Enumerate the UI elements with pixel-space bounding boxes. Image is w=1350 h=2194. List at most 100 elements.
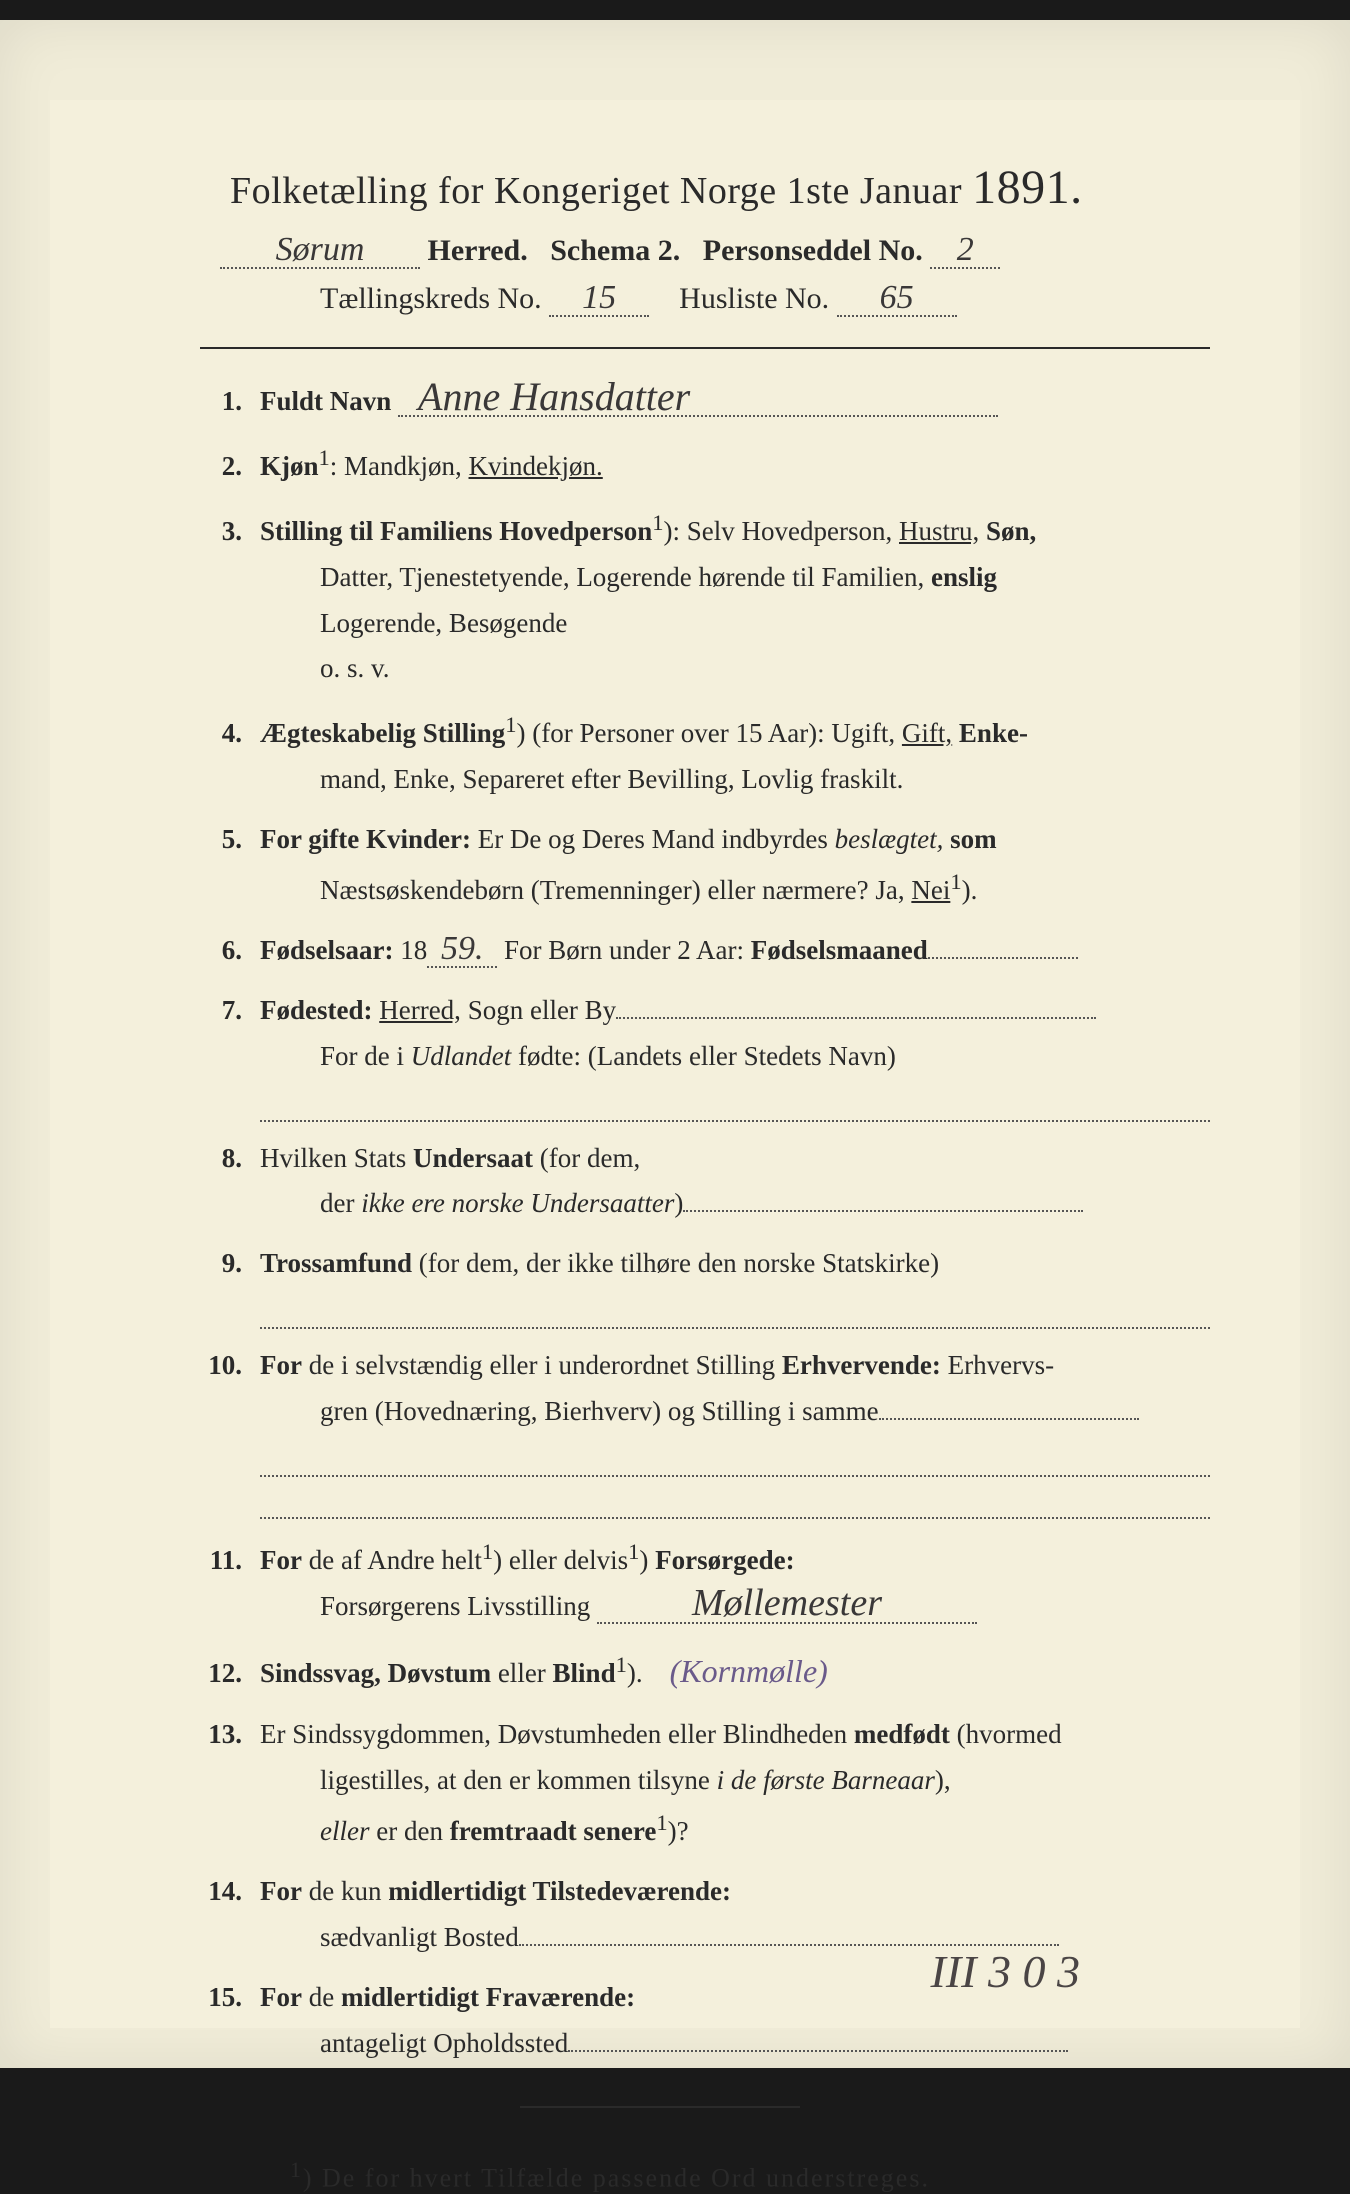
field-5: 5. For gifte Kvinder: Er De og Deres Man… bbox=[200, 817, 1210, 914]
dotted-line bbox=[260, 1301, 1210, 1329]
a2: fødte: (Landets eller Stedets Navn) bbox=[511, 1041, 896, 1071]
s3: 1 bbox=[656, 1810, 667, 1835]
l2: For de i bbox=[320, 1041, 411, 1071]
field-num: 1. bbox=[200, 379, 260, 425]
kreds-label: Tællingskreds No. bbox=[320, 282, 542, 315]
fill bbox=[568, 2050, 1068, 2052]
b2: Fødselsmaaned bbox=[751, 935, 928, 965]
l2: antageligt Opholdssted bbox=[320, 2028, 568, 2058]
subheader-line-1: Sørum Herred. Schema 2. Personseddel No.… bbox=[220, 233, 1210, 269]
label: Stilling til Familiens Hovedperson bbox=[260, 516, 652, 546]
field-content: Sindssvag, Døvstum eller Blind1). (Kornm… bbox=[260, 1644, 1210, 1698]
prefix: 18 bbox=[393, 935, 427, 965]
t1: ): Selv Hovedperson, bbox=[664, 516, 899, 546]
label: Sindssvag, Døvstum bbox=[260, 1658, 491, 1688]
t1: (for dem, der ikke tilhøre den norske St… bbox=[412, 1248, 939, 1278]
label: Fuldt Navn bbox=[260, 386, 391, 416]
t1: de kun bbox=[302, 1876, 388, 1906]
sup2: 1 bbox=[950, 869, 961, 894]
field-11: 11. For de af Andre helt1) eller delvis1… bbox=[200, 1533, 1210, 1630]
field-6: 6. Fødselsaar: 1859. For Børn under 2 Aa… bbox=[200, 928, 1210, 974]
b1: Erhvervende: bbox=[782, 1350, 941, 1380]
b2: enslig bbox=[931, 562, 997, 592]
l3i: eller bbox=[320, 1816, 369, 1846]
label: For bbox=[260, 1876, 302, 1906]
footnote-divider bbox=[520, 2106, 800, 2108]
field-content: Ægteskabelig Stilling1) (for Personer ov… bbox=[260, 706, 1210, 803]
document-header: Folketælling for Kongeriget Norge 1ste J… bbox=[200, 160, 1210, 317]
u1: Herred, bbox=[379, 995, 461, 1025]
t1: ) (for Personer over 15 Aar): Ugift, bbox=[517, 718, 902, 748]
l2: sædvanligt Bosted bbox=[320, 1922, 519, 1952]
kreds-value: 15 bbox=[549, 281, 649, 317]
field-content: Hvilken Stats Undersaat (for dem, der ik… bbox=[260, 1136, 1210, 1228]
dotted-line bbox=[260, 1491, 1210, 1519]
a1: som bbox=[943, 824, 996, 854]
field-num: 11. bbox=[200, 1538, 260, 1584]
livsstilling-value: Møllemester bbox=[597, 1584, 977, 1624]
a1: (hvormed bbox=[950, 1719, 1062, 1749]
field-1: 1. Fuldt Navn Anne Hansdatter bbox=[200, 379, 1210, 425]
title-prefix: Folketælling for Kongeriget Norge 1ste J… bbox=[230, 170, 962, 212]
label: Fødested: bbox=[260, 995, 372, 1025]
field-num: 14. bbox=[200, 1869, 260, 1915]
a1: Erhvervs- bbox=[941, 1350, 1054, 1380]
label: For bbox=[260, 1982, 302, 2012]
title-line: Folketælling for Kongeriget Norge 1ste J… bbox=[230, 160, 1210, 215]
t3: ) bbox=[639, 1545, 655, 1575]
b1: midlertidigt Tilstedeværende: bbox=[388, 1876, 731, 1906]
t1: Sogn eller By bbox=[461, 995, 616, 1025]
field-content: Fødselsaar: 1859. For Børn under 2 Aar: … bbox=[260, 928, 1210, 974]
divider bbox=[200, 347, 1210, 349]
u1: Gift, bbox=[902, 718, 952, 748]
field-num: 9. bbox=[200, 1241, 260, 1287]
t1: de af Andre helt bbox=[302, 1545, 482, 1575]
t1: eller bbox=[491, 1658, 552, 1688]
l2: ligestilles, at den er kommen tilsyne bbox=[320, 1765, 717, 1795]
sup: 1 bbox=[319, 445, 330, 470]
field-num: 10. bbox=[200, 1343, 260, 1389]
text: : Mandkjøn, bbox=[330, 451, 469, 481]
fill bbox=[683, 1210, 1083, 1212]
document-page: Folketælling for Kongeriget Norge 1ste J… bbox=[0, 20, 1350, 2068]
i2: ikke ere norske Undersaatter bbox=[361, 1188, 674, 1218]
l3: er den bbox=[369, 1816, 449, 1846]
label: For bbox=[260, 1350, 302, 1380]
husliste-value: 65 bbox=[837, 281, 957, 317]
field-content: Stilling til Familiens Hovedperson1): Se… bbox=[260, 504, 1210, 693]
l2: Forsørgerens Livsstilling bbox=[320, 1591, 590, 1621]
b3: fremtraadt senere bbox=[450, 1816, 657, 1846]
field-8: 8. Hvilken Stats Undersaat (for dem, der… bbox=[200, 1136, 1210, 1228]
t1: Er Sindssygdommen, Døvstumheden eller Bl… bbox=[260, 1719, 854, 1749]
i1: beslægtet, bbox=[835, 824, 944, 854]
field-num: 8. bbox=[200, 1136, 260, 1182]
sup: 1 bbox=[616, 1652, 627, 1677]
field-num: 13. bbox=[200, 1712, 260, 1758]
field-content: Kjøn1: Mandkjøn, Kvindekjøn. bbox=[260, 439, 1210, 490]
b1: Forsørgede: bbox=[655, 1545, 794, 1575]
dotted-line bbox=[260, 1094, 1210, 1122]
i2: Udlandet bbox=[411, 1041, 512, 1071]
footnote-sup: 1 bbox=[290, 2158, 303, 2182]
l4: o. s. v. bbox=[320, 653, 390, 683]
b1: midlertidigt Fraværende: bbox=[341, 1982, 635, 2012]
personseddel-value: 2 bbox=[930, 233, 1000, 269]
field-12: 12. Sindssvag, Døvstum eller Blind1). (K… bbox=[200, 1644, 1210, 1698]
document-inner: Folketælling for Kongeriget Norge 1ste J… bbox=[50, 100, 1300, 2028]
name-value: Anne Hansdatter bbox=[398, 379, 998, 417]
u1: Hustru, bbox=[899, 516, 979, 546]
label: Fødselsaar: bbox=[260, 935, 393, 965]
field-content: Fuldt Navn Anne Hansdatter bbox=[260, 379, 1210, 425]
a1: Søn, bbox=[979, 516, 1036, 546]
t2: ) eller delvis bbox=[493, 1545, 628, 1575]
field-2: 2. Kjøn1: Mandkjøn, Kvindekjøn. bbox=[200, 439, 1210, 490]
field-num: 5. bbox=[200, 817, 260, 863]
label: For bbox=[260, 1545, 302, 1575]
t1: de bbox=[302, 1982, 341, 2012]
l2: Datter, Tjenestetyende, Logerende hørend… bbox=[320, 562, 931, 592]
footnote: 1) De for hvert Tilfælde passende Ord un… bbox=[290, 2158, 1210, 2194]
schema-label: Schema 2. bbox=[550, 234, 680, 267]
a2: ), bbox=[935, 1765, 951, 1795]
field-num: 7. bbox=[200, 988, 260, 1034]
t2: For Børn under 2 Aar: bbox=[497, 935, 750, 965]
